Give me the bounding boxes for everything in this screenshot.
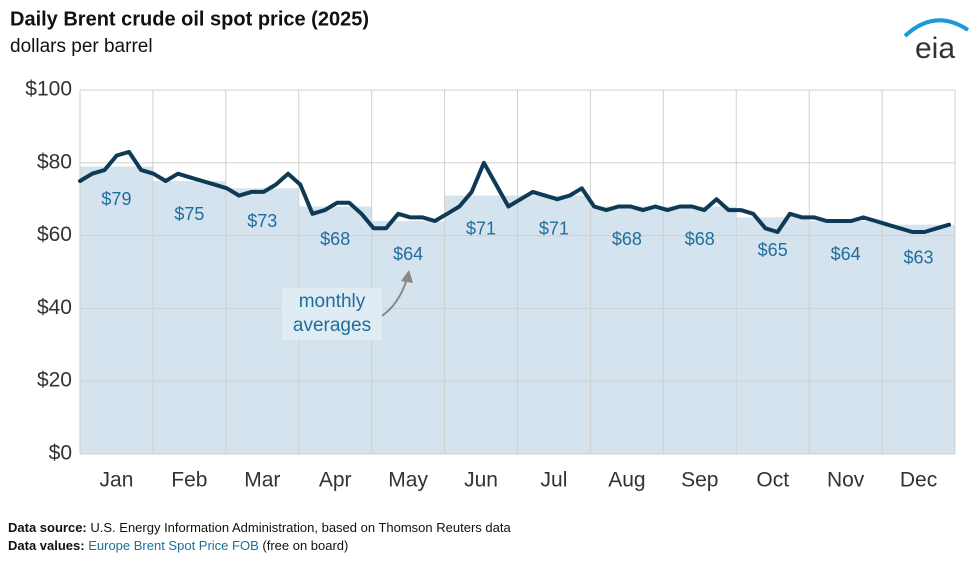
x-tick-label: Nov: [827, 469, 865, 492]
bar: [736, 217, 810, 454]
bar: [809, 221, 883, 454]
value-label: $71: [466, 218, 496, 238]
y-tick-label: $100: [25, 78, 72, 101]
annotation-arrowhead: [401, 270, 413, 283]
source-line: Data source: U.S. Energy Information Adm…: [8, 520, 511, 535]
values-line: Data values: Europe Brent Spot Price FOB…: [8, 538, 348, 553]
bar: [590, 206, 664, 454]
bar: [444, 195, 518, 454]
values-link[interactable]: Europe Brent Spot Price FOB: [88, 538, 259, 553]
x-tick-label: Jan: [100, 469, 134, 492]
x-tick-label: May: [388, 469, 428, 492]
value-label: $65: [758, 240, 788, 260]
bar: [663, 206, 737, 454]
x-tick-label: Jul: [541, 469, 568, 492]
y-tick-label: $60: [37, 223, 72, 246]
chart-subtitle: dollars per barrel: [10, 36, 153, 57]
x-tick-label: Apr: [319, 469, 352, 492]
value-label: $63: [904, 247, 934, 267]
value-label: $64: [831, 244, 861, 264]
y-tick-label: $40: [37, 296, 72, 319]
chart-title: Daily Brent crude oil spot price (2025): [10, 8, 369, 30]
value-label: $68: [320, 229, 350, 249]
x-tick-label: Oct: [756, 469, 789, 492]
values-note: (free on board): [262, 538, 348, 553]
value-label: $73: [247, 211, 277, 231]
logo-arc: [903, 18, 970, 38]
bar: [517, 195, 591, 454]
x-tick-label: Mar: [244, 469, 280, 492]
bar: [80, 166, 153, 454]
y-tick-label: $0: [49, 442, 72, 465]
value-label: $71: [539, 218, 569, 238]
value-label: $68: [685, 229, 715, 249]
bar: [882, 224, 955, 454]
x-tick-label: Aug: [608, 469, 645, 492]
value-label: $79: [101, 189, 131, 209]
y-tick-label: $20: [37, 369, 72, 392]
x-tick-label: Dec: [900, 469, 937, 492]
value-label: $68: [612, 229, 642, 249]
annotation: monthly averages: [282, 288, 382, 340]
y-tick-label: $80: [37, 150, 72, 173]
value-label: $75: [174, 204, 204, 224]
x-tick-label: Jun: [464, 469, 498, 492]
price-line: [78, 149, 951, 234]
source: U.S. Energy Information Administration, …: [90, 520, 511, 535]
bar: [371, 221, 445, 454]
values-label: Data values:: [8, 538, 85, 553]
value-label: $64: [393, 244, 423, 264]
source-label: Data source:: [8, 520, 87, 535]
bar: [152, 181, 226, 454]
logo: eia: [915, 32, 955, 65]
x-tick-label: Feb: [171, 469, 207, 492]
x-tick-label: Sep: [681, 469, 718, 492]
